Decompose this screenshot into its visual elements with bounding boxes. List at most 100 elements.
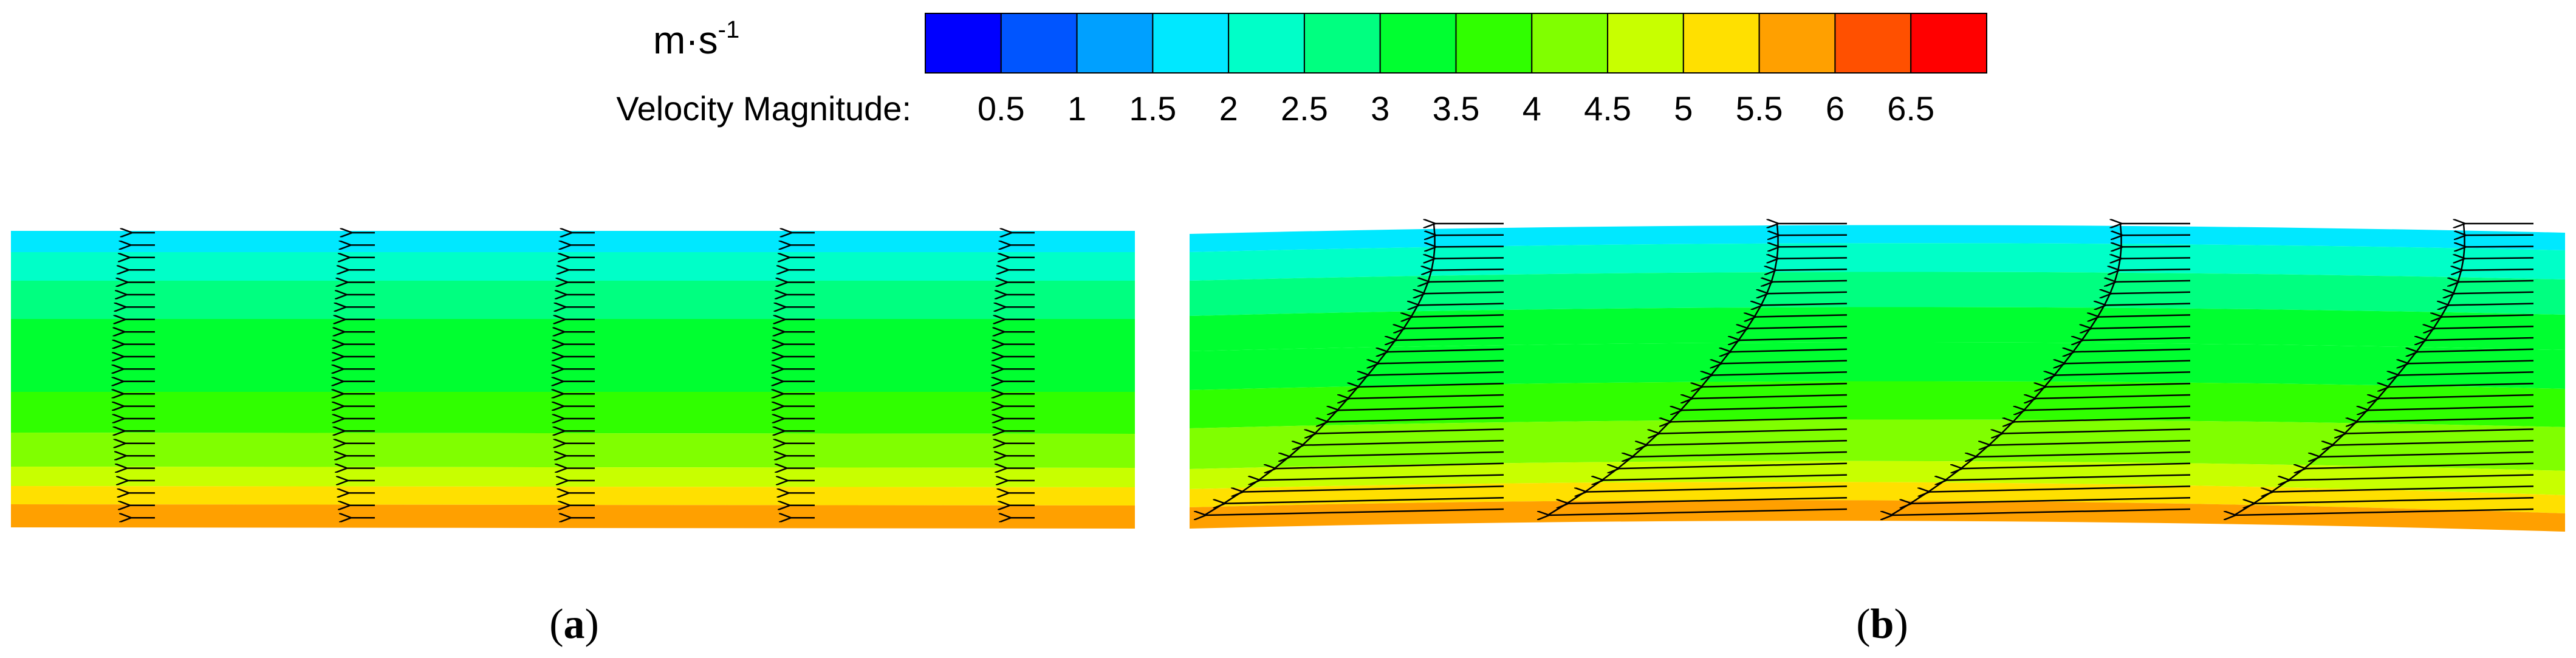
velocity-vector (1910, 496, 2191, 504)
panel-b-velocity-vectors (1204, 223, 2534, 516)
contour-band (11, 355, 1135, 392)
contour-band (1190, 243, 2565, 281)
velocity-vector (2289, 474, 2534, 481)
velocity-vector (1326, 417, 1504, 422)
velocity-vector (1428, 281, 1504, 282)
velocity-vector (1945, 474, 2191, 481)
velocity-vector (1315, 428, 1504, 433)
velocity-vector (1775, 269, 1848, 270)
velocity-vector (1431, 269, 1504, 270)
contour-band (1190, 500, 2565, 532)
velocity-vector (1275, 462, 1504, 468)
velocity-vector (1396, 338, 1504, 340)
velocity-vector (1739, 338, 1848, 340)
velocity-vector (1646, 439, 1848, 445)
velocity-vector (2110, 292, 2191, 293)
panel-a-velocity-vectors (122, 233, 1035, 518)
velocity-vector (2319, 451, 2534, 457)
velocity-vector (2458, 281, 2534, 282)
legend-swatch (1455, 13, 1533, 74)
velocity-vector (1721, 361, 1848, 364)
contour-band (11, 281, 1135, 319)
legend-tick-label: 1.5 (1129, 89, 1176, 128)
velocity-vector (2441, 315, 2534, 317)
legend-tick-label: 4 (1523, 89, 1541, 128)
contour-band (11, 392, 1135, 434)
contour-band (1190, 482, 2565, 513)
panel-b: (b) (1190, 224, 2565, 648)
velocity-vector (1747, 326, 1848, 329)
legend-swatch (1076, 13, 1154, 74)
contour-band (11, 504, 1135, 529)
velocity-vector (2397, 372, 2534, 375)
velocity-vector (1567, 496, 1848, 504)
legend-swatch (1152, 13, 1230, 74)
velocity-profile-envelope (1547, 223, 1779, 516)
contour-band (1190, 381, 2565, 428)
velocity-vector (1377, 361, 1504, 364)
velocity-vector (2356, 417, 2534, 422)
velocity-vector (2253, 496, 2534, 504)
legend-tick-label: 6 (1826, 89, 1845, 128)
velocity-vector (2234, 508, 2534, 515)
legend-swatch (1303, 13, 1381, 74)
velocity-vector (1348, 395, 1504, 399)
legend-tick-label: 0.5 (978, 89, 1025, 128)
velocity-vector (2448, 304, 2534, 306)
velocity-vector (2453, 292, 2534, 293)
velocity-vector (2433, 326, 2534, 329)
velocity-vector (2388, 383, 2534, 387)
velocity-vector (1761, 304, 1848, 306)
legend-tick-labels: 0.5 1 1.5 2 2.5 3 3.5 4 4.5 5 5.5 6 6.5 (978, 89, 1934, 128)
legend-swatch (1228, 13, 1305, 74)
velocity-vector (2064, 361, 2191, 364)
legend-swatch (1910, 13, 1988, 74)
velocity-vector (1928, 485, 2191, 492)
velocity-vector (2073, 349, 2191, 352)
velocity-vector (1891, 508, 2191, 515)
contour-band (1190, 461, 2565, 495)
velocity-profile-envelope (1204, 223, 1436, 516)
velocity-vector (1358, 383, 1504, 387)
velocity-vector (2118, 269, 2191, 270)
velocity-vector (2461, 269, 2534, 270)
velocity-vector (1976, 451, 2191, 457)
legend-swatch (1834, 13, 1912, 74)
legend-title: Velocity Magnitude: (616, 89, 911, 128)
velocity-vector (1337, 405, 1504, 410)
velocity-vector (1658, 428, 1848, 433)
legend-tick-label: 2.5 (1281, 89, 1328, 128)
legend-tick-label: 5 (1674, 89, 1693, 128)
velocity-vector (2098, 315, 2191, 317)
velocity-vector (1772, 281, 1848, 282)
velocity-vector (1585, 485, 1848, 492)
contour-band (1190, 419, 2565, 471)
velocity-vector (2035, 395, 2191, 399)
velocity-vector (2115, 281, 2191, 282)
velocity-vector (1961, 462, 2191, 468)
velocity-vector (2090, 326, 2191, 329)
velocity-vector (1204, 508, 1504, 515)
velocity-vector (1303, 439, 1504, 445)
velocity-vector (1602, 474, 1848, 481)
legend-swatch (1000, 13, 1078, 74)
velocity-vector (2044, 383, 2191, 387)
velocity-vector (2013, 417, 2191, 422)
legend-tick-label: 4.5 (1584, 89, 1631, 128)
legend-swatch (1682, 13, 1760, 74)
contour-band (11, 319, 1135, 355)
velocity-vector (2332, 439, 2534, 445)
velocity-vector (1259, 474, 1504, 481)
caption-a: (a) (549, 601, 599, 648)
velocity-vector (1368, 372, 1504, 375)
contour-band (11, 486, 1135, 505)
legend-swatch (1607, 13, 1684, 74)
velocity-vector (2407, 361, 2534, 364)
contour-band (1190, 225, 2565, 252)
color-legend: m·s-1 Velocity Magnitude: 0.5 1 1.5 2 2.5 3 3.… (616, 13, 1988, 128)
velocity-vector (1386, 349, 1504, 352)
velocity-vector (2054, 372, 2191, 375)
legend-swatch (1379, 13, 1457, 74)
